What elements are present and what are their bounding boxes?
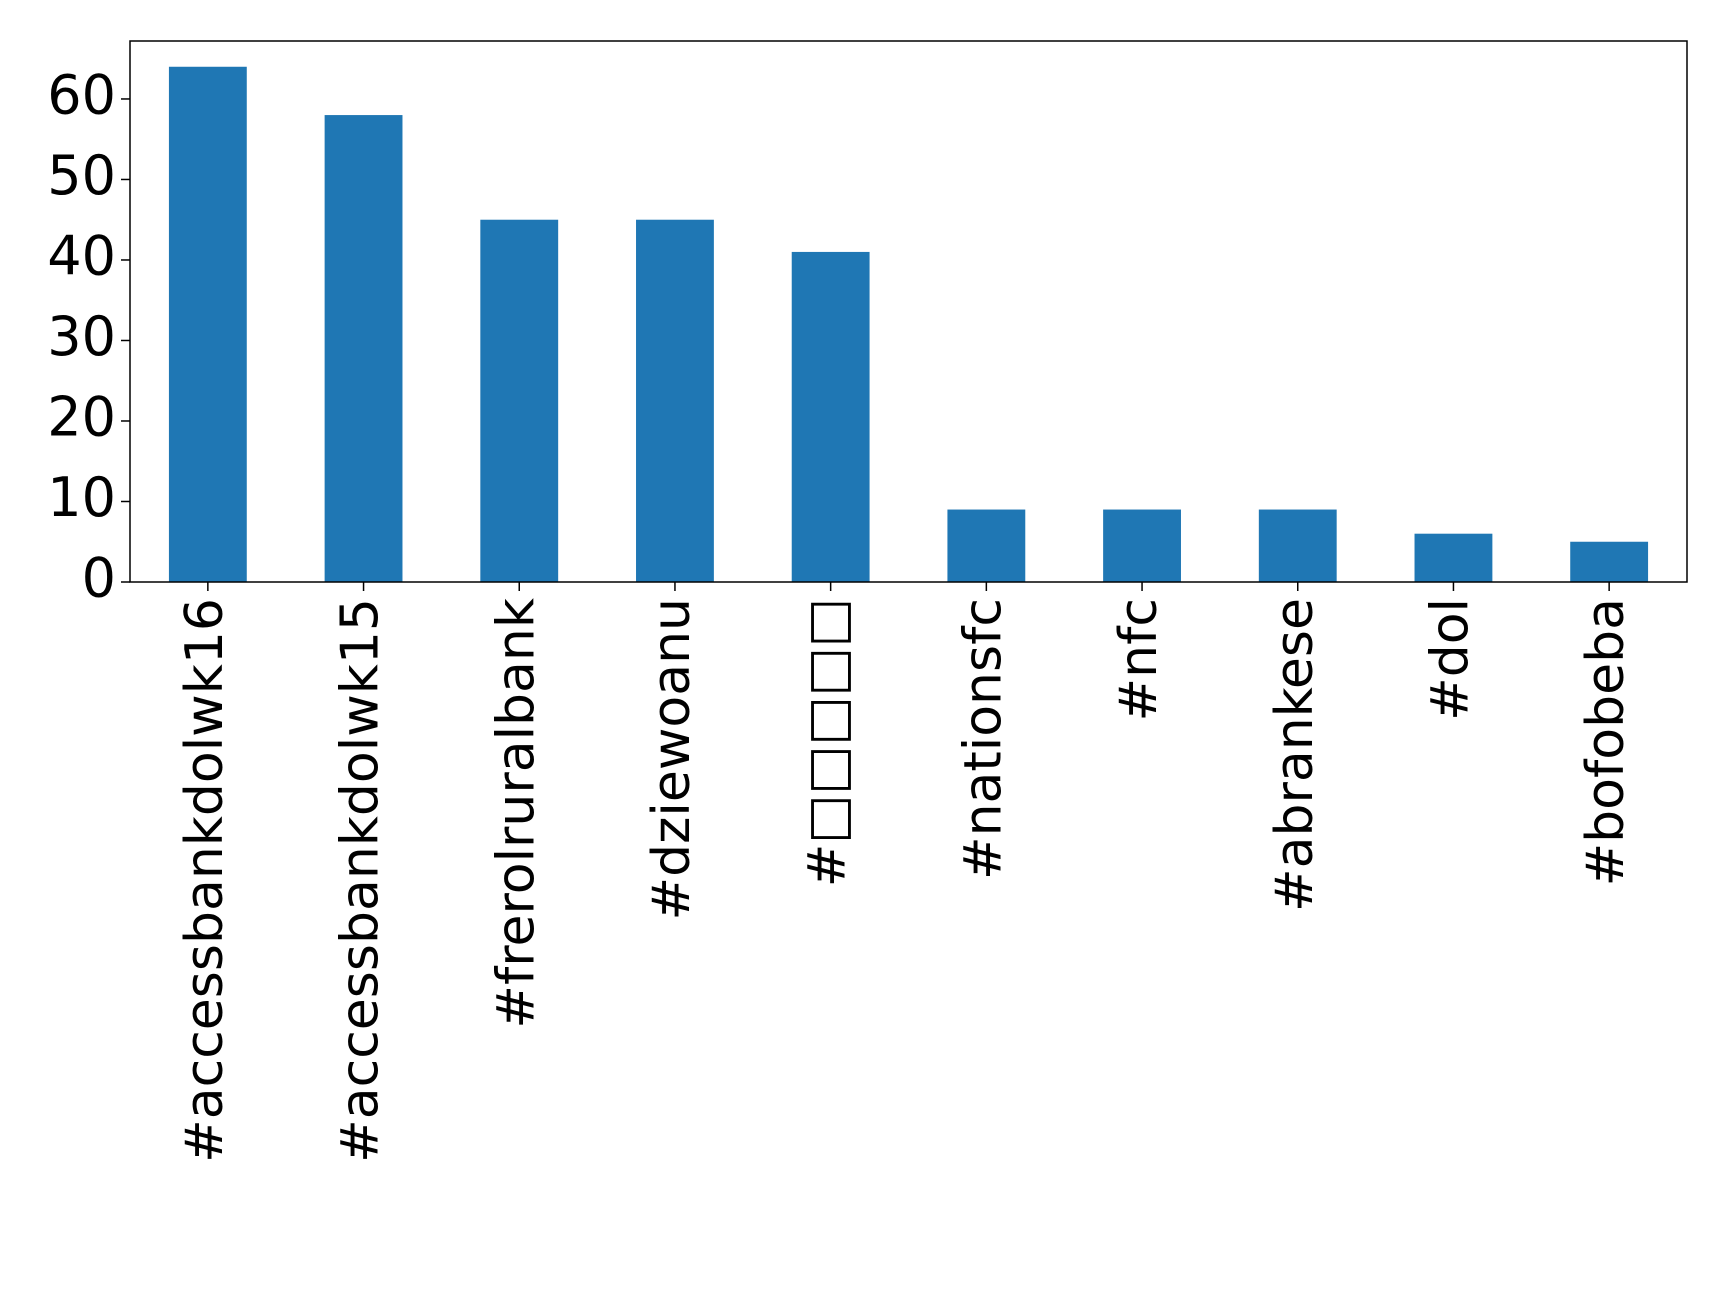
x-tick-label: #dziewoanu xyxy=(642,598,702,920)
y-tick-label: 20 xyxy=(47,386,116,449)
x-tick-label: #nfc xyxy=(1109,598,1169,721)
x-tick-label: #frerolruralbank xyxy=(486,598,546,1029)
y-tick-label: 60 xyxy=(47,64,116,127)
bar xyxy=(1570,541,1649,582)
x-tick-label: #bofobeba xyxy=(1576,598,1636,886)
bar xyxy=(791,251,870,582)
x-tick-label: #nationsfc xyxy=(953,598,1013,880)
bar xyxy=(1258,509,1337,582)
bar xyxy=(480,219,559,583)
y-tick-label: 30 xyxy=(47,305,116,368)
bar xyxy=(324,115,403,582)
bar xyxy=(1103,509,1181,582)
plot-frame xyxy=(129,40,1688,583)
bar xyxy=(636,219,714,583)
bar xyxy=(1414,533,1493,582)
bar xyxy=(947,509,1026,582)
x-tick-label: #dol xyxy=(1420,598,1480,721)
y-tick-label: 40 xyxy=(47,225,116,288)
bar xyxy=(168,66,247,582)
x-tick-label: #□□□□□ xyxy=(798,598,858,887)
y-tick-label: 10 xyxy=(47,466,116,529)
y-tick-label: 50 xyxy=(47,144,116,207)
x-tick-label: #accessbankdolwk16 xyxy=(175,598,235,1163)
y-tick-label: 0 xyxy=(82,547,116,610)
x-tick-label: #abrankese xyxy=(1265,598,1325,912)
x-tick-label: #accessbankdolwk15 xyxy=(331,598,391,1163)
